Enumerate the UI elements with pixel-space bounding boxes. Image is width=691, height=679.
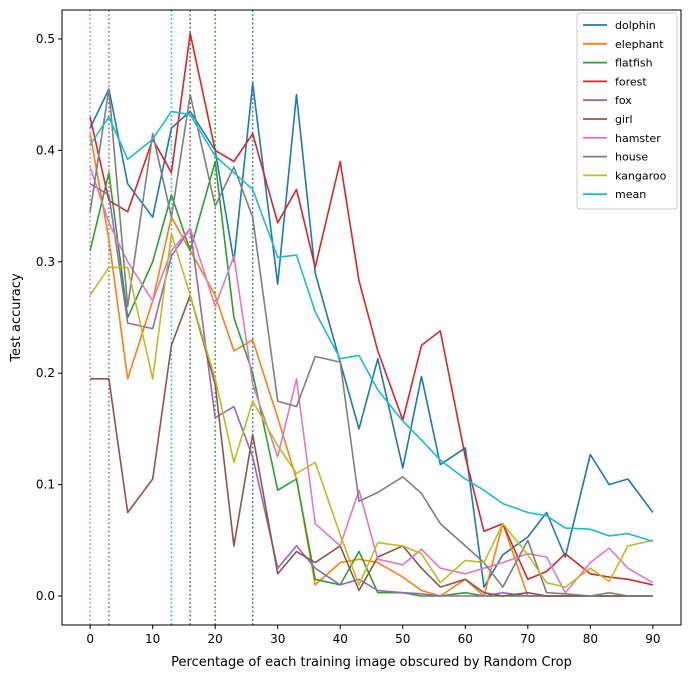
legend: dolphin elephant flatfish forest fox girl hams… [576, 12, 678, 210]
x-tick-label: 20 [208, 632, 223, 646]
series-line-kangaroo [89, 233, 654, 588]
series-line-house [89, 88, 653, 597]
x-tick-label: 30 [270, 632, 285, 646]
x-tick-label: 60 [458, 632, 473, 646]
x-tick-label: 10 [145, 632, 160, 646]
legend-label-kangaroo: kangaroo [615, 169, 667, 182]
series-line-girl [90, 294, 653, 597]
y-tick-label: 0.5 [36, 32, 55, 46]
legend-label-flatfish: flatfish [615, 57, 653, 70]
legend-label-mean: mean [615, 188, 646, 201]
y-tick-label: 0.3 [36, 255, 55, 269]
y-tick-label: 0.2 [36, 366, 55, 380]
legend-label-fox: fox [615, 94, 632, 107]
y-tick-label: 0.0 [36, 589, 55, 603]
y-axis: 0.0 0.1 0.2 0.3 0.4 0.5 [36, 32, 62, 603]
x-tick-label: 50 [395, 632, 410, 646]
x-tick-label: 70 [520, 632, 535, 646]
x-tick-label: 0 [86, 632, 94, 646]
legend-label-hamster: hamster [615, 132, 661, 145]
legend-label-girl: girl [615, 113, 633, 126]
series-layer [89, 32, 654, 597]
series-line-mean [89, 110, 654, 543]
legend-label-dolphin: dolphin [615, 19, 656, 32]
vlines-layer [89, 10, 254, 625]
series-line-forest [89, 32, 654, 586]
x-axis: 0 10 20 30 40 50 60 70 80 90 [86, 625, 661, 646]
legend-label-house: house [615, 151, 648, 164]
x-tick-label: 40 [333, 632, 348, 646]
legend-label-forest: forest [615, 75, 647, 88]
series-line-dolphin [89, 82, 654, 588]
x-axis-label: Percentage of each training image obscur… [171, 655, 572, 670]
x-tick-label: 80 [583, 632, 598, 646]
y-axis-label: Test accuracy [9, 273, 24, 363]
series-line-hamster [89, 166, 654, 594]
y-tick-label: 0.4 [36, 143, 55, 157]
plot-frame [61, 9, 682, 626]
y-tick-label: 0.1 [36, 478, 55, 492]
legend-label-elephant: elephant [615, 38, 664, 51]
x-tick-label: 90 [645, 632, 660, 646]
